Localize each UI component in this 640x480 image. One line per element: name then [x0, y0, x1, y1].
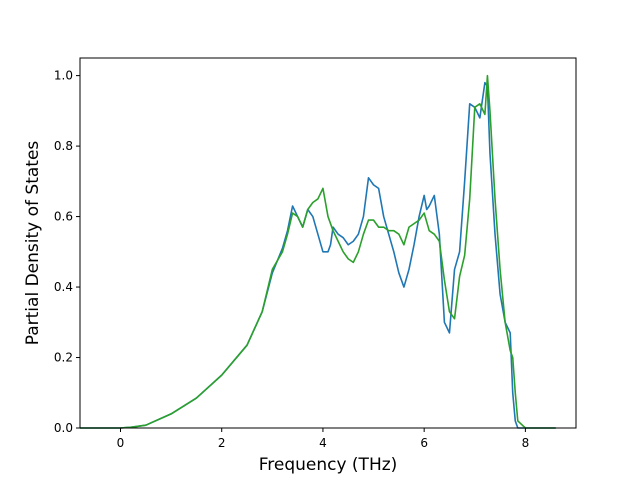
series-line-1 [80, 81, 556, 429]
y-axis-label: Partial Density of States [23, 141, 43, 346]
y-tick-label: 0.0 [54, 421, 73, 435]
x-tick-label: 2 [218, 436, 226, 450]
x-axis-label: Frequency (THz) [259, 455, 398, 475]
series-line-2 [80, 74, 556, 429]
x-tick-label: 8 [522, 436, 530, 450]
y-tick-label: 0.4 [54, 280, 73, 294]
y-axis-ticks: 0.0 0.2 0.4 0.6 0.8 1.0 [54, 69, 80, 435]
x-tick-label: 0 [117, 436, 125, 450]
x-tick-label: 6 [420, 436, 428, 450]
y-tick-label: 0.8 [54, 139, 73, 153]
series-layer [80, 74, 556, 429]
y-tick-label: 0.6 [54, 210, 73, 224]
y-tick-label: 0.2 [54, 351, 73, 365]
y-tick-label: 1.0 [54, 69, 73, 83]
plot-area [79, 57, 577, 429]
x-axis-ticks: 0 2 4 6 8 [117, 428, 530, 450]
axes-frame [79, 57, 577, 429]
x-tick-label: 4 [319, 436, 327, 450]
